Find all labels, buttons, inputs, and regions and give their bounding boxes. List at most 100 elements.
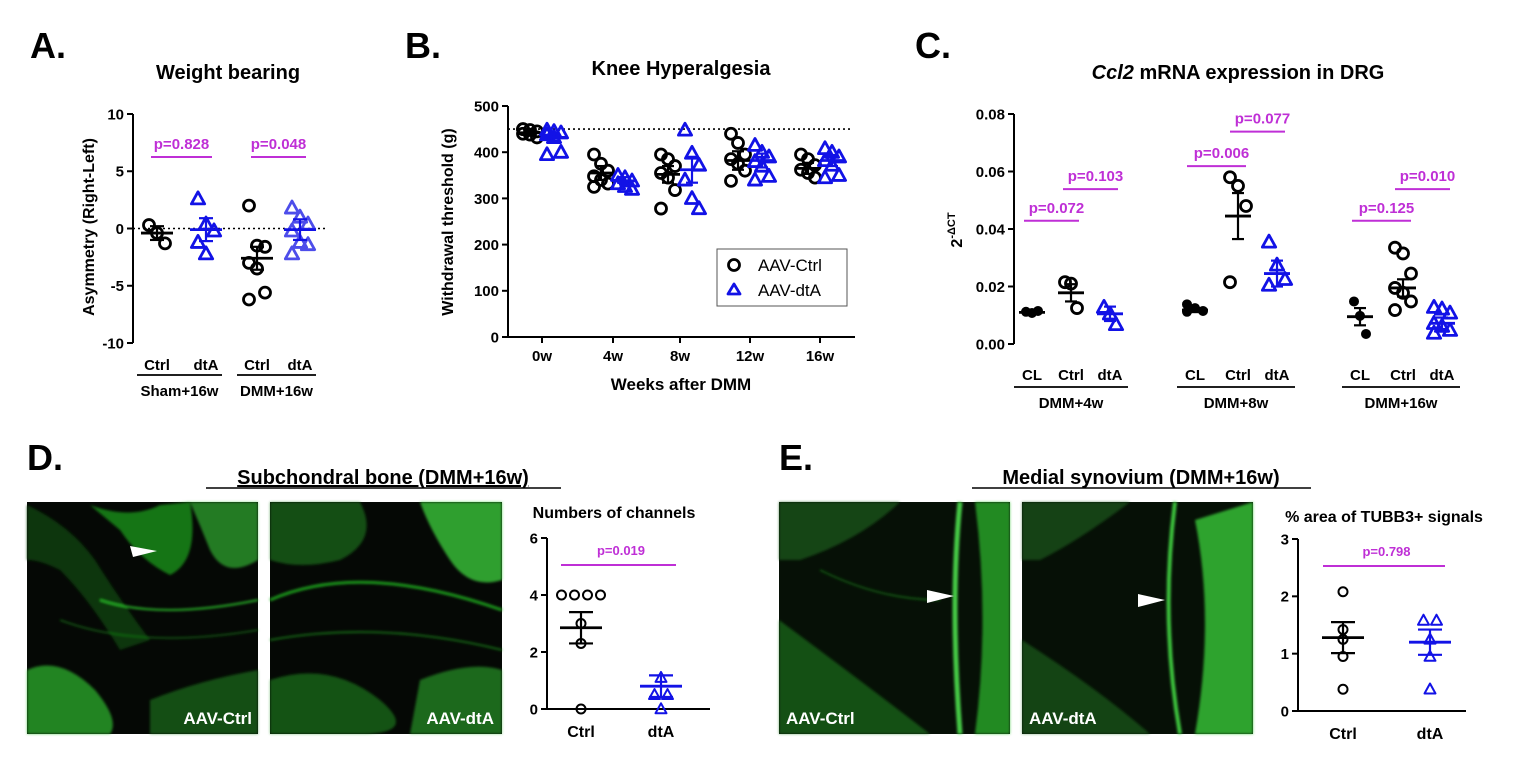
data-point-b-dta — [677, 171, 693, 187]
x-tick-label-c: Ctrl — [1390, 367, 1416, 384]
x-tick-label-plotD: dtA — [648, 724, 675, 741]
data-point-b-dta — [610, 175, 626, 191]
y-axis-label-b: Withdrawal threshold (g) — [440, 128, 457, 315]
data-point-b-ctrl — [661, 152, 675, 167]
x-tick-label-c: Ctrl — [1058, 367, 1084, 384]
panel-d: D. Subchondral bone (DMM+16w) AAV-Ctrl — [27, 437, 710, 741]
data-point-b-dta — [677, 121, 693, 137]
y-axis-b-tick-label: 100 — [474, 283, 499, 300]
micrograph-e-ctrl-signal — [779, 501, 1010, 735]
data-point-b-ctrl — [601, 163, 615, 178]
legend-marker-dta — [726, 282, 742, 296]
panel-b: B. Knee Hyperalgesia Withdrawal threshol… — [405, 25, 855, 394]
arrowhead-e-dta — [1138, 594, 1165, 607]
group-label-c: DMM+4w — [1039, 395, 1104, 412]
y-axis-plotE-tick-label: 1 — [1281, 646, 1289, 663]
data-point-b-ctrl — [668, 183, 682, 197]
y-axis-a-tick-label: 5 — [116, 164, 124, 181]
data-point-a — [258, 285, 272, 300]
section-title-e: Medial synovium (DMM+16w) — [1002, 467, 1279, 489]
data-point-b-dta — [831, 167, 847, 182]
data-point-plotE — [1337, 683, 1349, 695]
y-axis-b-tick-label: 400 — [474, 145, 499, 162]
data-point-b-ctrl — [587, 179, 601, 194]
data-point-b-dta — [761, 148, 777, 164]
pvalue-label-c: p=0.006 — [1194, 145, 1249, 162]
data-point-b-dta — [539, 146, 555, 162]
panel-letter-b: B. — [405, 25, 441, 66]
x-tick-label-b: 12w — [736, 348, 765, 365]
y-axis-label-c-sup: -ΔCT — [946, 212, 958, 239]
chart-title-c: Ccl2 mRNA expression in DRG — [1092, 62, 1385, 84]
data-point-plotE — [1417, 613, 1430, 626]
y-axis-plotD-tick-label: 0 — [530, 701, 538, 718]
pvalue-label-a: p=0.828 — [154, 136, 209, 153]
group-label-a: DMM+16w — [240, 383, 313, 400]
data-point-c — [1425, 324, 1443, 340]
data-point-b-dta — [684, 190, 700, 205]
legend-label-ctrl: AAV-Ctrl — [758, 256, 822, 275]
y-axis-b-tick-label: 300 — [474, 191, 499, 208]
data-point-c — [1433, 317, 1451, 333]
data-point-b-dta — [624, 180, 640, 196]
y-axis-label-c-base: 2 — [949, 239, 966, 248]
micrograph-d-ctrl-signal — [27, 502, 259, 734]
data-point-plotD — [595, 589, 606, 601]
x-tick-label-b: 0w — [532, 348, 552, 365]
data-point-c — [1058, 275, 1072, 290]
y-axis-a-tick-label: -10 — [102, 335, 124, 352]
y-axis-b-tick-label: 0 — [491, 329, 499, 346]
legend-label-dta: AAV-dtA — [758, 281, 822, 300]
panel-letter-a: A. — [30, 25, 66, 66]
micrograph-e-dta: AAV-dtA — [1022, 501, 1253, 735]
data-point-plotE — [1430, 613, 1443, 626]
x-tick-label-b: 4w — [603, 348, 623, 365]
micrograph-d-ctrl-label: AAV-Ctrl — [183, 709, 252, 728]
data-point-c — [1404, 266, 1418, 281]
data-point-c — [1223, 170, 1237, 185]
y-axis-plotE-tick-label: 0 — [1281, 703, 1289, 720]
y-axis-a-tick-label: 10 — [107, 106, 124, 123]
x-tick-label-c: dtA — [1098, 367, 1123, 384]
y-axis-c-tick-label: 0.00 — [976, 336, 1005, 353]
data-point-b-dta — [691, 200, 707, 216]
data-point-a — [283, 199, 301, 215]
x-tick-label-c: CL — [1022, 367, 1042, 384]
legend-b: AAV-Ctrl AAV-dtA — [716, 248, 848, 307]
data-point-a — [197, 245, 215, 261]
y-axis-c-tick-label: 0.02 — [976, 279, 1005, 296]
data-point-b-dta — [747, 137, 763, 152]
y-axis-a-tick-label: -5 — [111, 278, 124, 295]
data-point-plotE — [1423, 682, 1437, 695]
data-point-plotD — [648, 688, 661, 701]
data-point-plotD — [575, 703, 587, 715]
data-point-a — [242, 198, 256, 213]
data-point-c — [1223, 275, 1237, 290]
data-point-c — [1349, 296, 1359, 307]
data-point-c — [1361, 328, 1371, 339]
data-point-a — [189, 190, 207, 206]
plot-a: 10 5 0 -5 -10 Ctrl dtA Ctrl dtA Sham+16w DMM+16w p=… — [102, 106, 325, 400]
x-tick-label-c: Ctrl — [1225, 367, 1251, 384]
data-point-c — [1388, 303, 1402, 317]
y-axis-b-tick-label: 500 — [474, 98, 499, 115]
x-tick-label-a: Ctrl — [144, 357, 170, 374]
x-tick-label-plotE: Ctrl — [1329, 726, 1357, 743]
data-point-plotD — [556, 589, 567, 601]
x-tick-label-a: dtA — [288, 357, 313, 374]
arrowhead-e-ctrl — [927, 590, 954, 603]
panel-a: A. Weight bearing Asymmetry (Right-Left)… — [30, 25, 325, 400]
x-tick-label-c: dtA — [1430, 367, 1455, 384]
chart-title-d: Numbers of channels — [533, 505, 696, 522]
data-point-c — [1260, 233, 1278, 249]
data-point-b-ctrl — [654, 201, 668, 216]
legend-box — [716, 248, 848, 307]
panel-letter-e: E. — [779, 437, 813, 478]
data-point-c — [1404, 294, 1418, 309]
chart-title-a: Weight bearing — [156, 62, 300, 84]
x-tick-label-b: 8w — [670, 348, 690, 365]
data-point-plotD — [654, 702, 668, 715]
panel-letter-c: C. — [915, 25, 951, 66]
data-point-a — [158, 236, 172, 251]
x-tick-label-plotD: Ctrl — [567, 724, 595, 741]
